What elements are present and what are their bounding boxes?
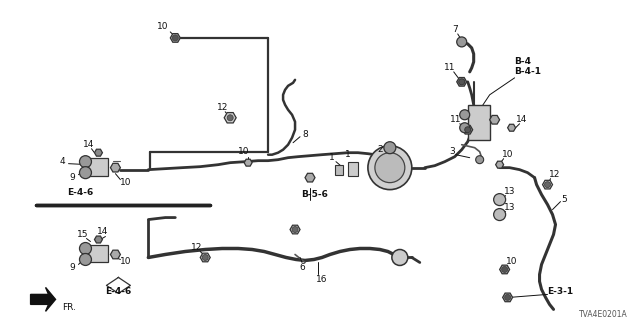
Bar [348,162,358,176]
Text: 2: 2 [377,145,383,154]
Circle shape [202,254,208,260]
Text: 3: 3 [449,147,454,156]
Polygon shape [31,287,56,311]
Polygon shape [463,125,473,134]
Text: E-3-1: E-3-1 [548,287,573,296]
Polygon shape [502,293,513,302]
Circle shape [79,243,92,254]
Text: B-4-1: B-4-1 [515,67,541,76]
Circle shape [79,156,92,168]
Circle shape [384,142,396,154]
Text: 10: 10 [502,150,513,159]
Bar [88,244,108,262]
Text: 1: 1 [329,153,335,162]
Text: 12: 12 [549,170,560,179]
Text: 8: 8 [302,130,308,139]
Text: 12: 12 [191,243,202,252]
Circle shape [457,37,467,47]
Polygon shape [111,163,120,172]
Polygon shape [500,265,509,274]
Text: 14: 14 [97,227,108,236]
Text: 16: 16 [316,275,328,284]
Text: 14: 14 [83,140,94,149]
Polygon shape [508,124,516,131]
Text: 15: 15 [77,230,88,239]
Circle shape [493,194,506,205]
Circle shape [502,267,508,272]
Text: B-4: B-4 [515,57,532,66]
Bar [88,158,108,176]
Circle shape [79,253,92,266]
Text: 5: 5 [562,195,568,204]
Polygon shape [290,225,300,234]
Circle shape [459,79,465,85]
Text: 14: 14 [516,115,527,124]
Text: FR.: FR. [63,303,76,312]
Circle shape [476,156,484,164]
Polygon shape [244,159,252,166]
Text: E-4-6: E-4-6 [106,287,132,296]
Circle shape [545,182,550,188]
Polygon shape [224,113,236,123]
Text: 13: 13 [504,187,515,196]
Text: 9: 9 [70,263,76,272]
Text: 11: 11 [444,63,456,72]
Circle shape [227,115,233,121]
Text: 4: 4 [60,157,65,166]
Text: 10: 10 [120,257,131,266]
Polygon shape [490,116,500,124]
Circle shape [465,127,470,133]
Circle shape [493,209,506,220]
Circle shape [79,167,92,179]
Text: 10: 10 [157,22,168,31]
Polygon shape [111,250,120,259]
Circle shape [392,250,408,266]
Polygon shape [495,161,504,168]
Text: 9: 9 [70,173,76,182]
Text: 11: 11 [450,115,461,124]
Polygon shape [305,173,315,182]
Text: E-4-6: E-4-6 [67,188,93,197]
Polygon shape [200,253,210,262]
Text: 1: 1 [345,150,351,159]
Text: B-5-6: B-5-6 [301,190,328,199]
Polygon shape [543,180,552,189]
Polygon shape [95,149,102,156]
Polygon shape [95,236,102,243]
Circle shape [292,227,298,233]
Text: 12: 12 [216,103,228,112]
Text: 7: 7 [452,25,458,35]
Polygon shape [457,77,467,86]
Circle shape [368,146,412,190]
Text: TVA4E0201A: TVA4E0201A [579,310,627,319]
Text: 13: 13 [504,203,515,212]
Text: 6: 6 [299,263,305,272]
Text: 10: 10 [120,178,131,187]
Circle shape [375,153,405,183]
Circle shape [172,35,179,41]
Text: 10: 10 [239,147,250,156]
Bar [335,165,343,175]
Text: 10: 10 [506,257,517,266]
Circle shape [460,110,470,120]
Bar [468,105,490,140]
Polygon shape [170,34,180,42]
Circle shape [504,294,511,300]
Circle shape [460,123,470,133]
